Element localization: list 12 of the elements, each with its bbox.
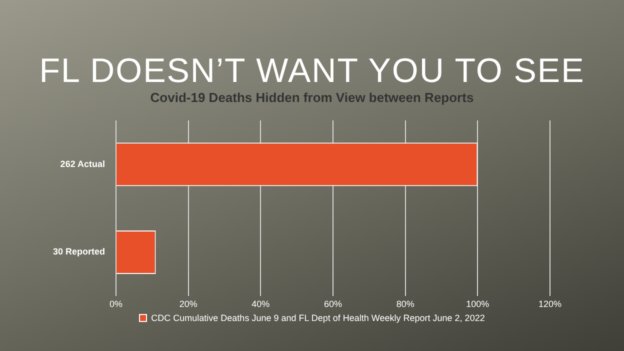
x-tick-label: 0% [110, 299, 123, 310]
chart-title: FL DOESN’T WANT YOU TO SEE [38, 52, 586, 91]
x-tick-label: 60% [324, 299, 342, 310]
y-tick-label: 262 Actual [60, 158, 106, 169]
x-tick-label: 20% [179, 299, 198, 310]
text: CDC Cumulative Deaths June 9 and FL Dept of Health Weekly Report June 2, 2022 [151, 313, 485, 323]
x-tick-label: 80% [396, 299, 414, 310]
chart-subtitle: Covid-19 Deaths Hidden from View between Reports [149, 90, 475, 105]
x-tick-label: 100% [466, 299, 490, 310]
x-tick-label: 40% [252, 299, 270, 310]
y-tick-label: 30 Reported [53, 246, 106, 257]
x-tick-label: 120% [538, 299, 562, 310]
